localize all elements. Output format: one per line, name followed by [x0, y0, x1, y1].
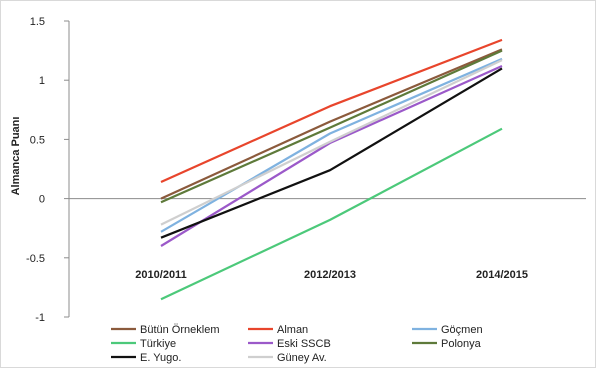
series-line-alman [161, 40, 502, 182]
legend-label: Eski SSCB [277, 338, 331, 350]
y-tick-label: 1 [39, 75, 45, 87]
y-axis: -1 -0.5 0 0.5 1 1.5 [26, 16, 69, 324]
y-tick-label: -1 [35, 312, 45, 324]
legend-label: Göçmen [441, 324, 483, 336]
series-line-e-yugo- [161, 68, 502, 237]
series-lines [161, 40, 502, 299]
y-axis-title: Almanca Puanı [10, 117, 22, 196]
x-tick-label: 2014/2015 [476, 269, 528, 281]
series-line-b-t-n-rneklem [161, 49, 502, 198]
y-tick-label: -0.5 [26, 253, 45, 265]
y-tick-label: 1.5 [30, 16, 45, 28]
x-tick-label: 2010/2011 [135, 269, 186, 281]
legend-label: Polonya [441, 338, 482, 350]
legend-label: Türkiye [140, 338, 176, 350]
series-line-polonya [161, 51, 502, 203]
legend-label: Güney Av. [277, 352, 327, 364]
legend: Bütün Örneklem Alman Göçmen Türkiye Eski SSC… [111, 324, 483, 364]
y-tick-label: 0.5 [30, 134, 45, 146]
legend-label: E. Yugo. [140, 352, 181, 364]
y-tick-label: 0 [39, 194, 45, 206]
x-tick-label: 2012/2013 [304, 269, 356, 281]
legend-label: Bütün Örneklem [140, 324, 219, 336]
x-axis: 2010/2011 2012/2013 2014/2015 [69, 199, 586, 281]
legend-label: Alman [277, 324, 308, 336]
